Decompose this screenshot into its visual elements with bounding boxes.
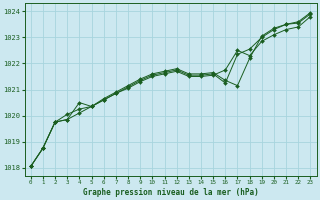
X-axis label: Graphe pression niveau de la mer (hPa): Graphe pression niveau de la mer (hPa) xyxy=(83,188,259,197)
